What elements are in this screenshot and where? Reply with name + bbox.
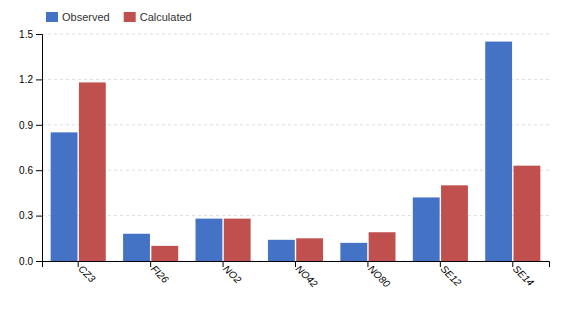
plot-area: 0.0 0.3 0.6 0.9 1.2 1.5 CZ3 FI26 NO2 NO42 NO80 SE12… xyxy=(19,29,549,290)
tick-label: 0.0 xyxy=(19,256,33,267)
tick-label: 0.9 xyxy=(19,120,33,131)
tick-mark xyxy=(36,261,42,262)
tick-label: NO2 xyxy=(221,263,244,286)
axis-line xyxy=(36,35,43,262)
bar xyxy=(296,238,323,261)
tick-label: SE14 xyxy=(511,263,536,288)
bar xyxy=(123,234,150,261)
tick-label: 0.6 xyxy=(19,165,33,176)
bar xyxy=(51,132,78,261)
tick-mark xyxy=(36,79,42,80)
grid-line xyxy=(42,34,549,35)
bar xyxy=(441,185,468,261)
grid-line xyxy=(42,79,549,80)
x-tick: CZ3 xyxy=(76,261,97,285)
bar-series xyxy=(51,42,512,261)
grid-line xyxy=(42,215,549,216)
bar xyxy=(268,240,295,261)
tick-mark xyxy=(150,261,151,267)
tick-mark xyxy=(36,216,42,217)
x-tick: NO80 xyxy=(366,261,393,290)
bars xyxy=(51,42,541,261)
y-tick: 0.3 xyxy=(19,210,42,221)
grid-line xyxy=(42,124,549,125)
y-axis: 0.0 0.3 0.6 0.9 1.2 1.5 xyxy=(19,29,42,267)
tick-mark xyxy=(440,261,441,267)
legend-swatch xyxy=(46,12,58,22)
legend-label: Observed xyxy=(62,11,110,23)
tick-mark xyxy=(367,261,368,267)
tick-label: NO42 xyxy=(294,263,321,290)
x-tick: NO42 xyxy=(294,261,321,290)
bar xyxy=(369,232,396,261)
grid xyxy=(42,34,549,261)
bar xyxy=(224,219,251,261)
x-tick: SE14 xyxy=(511,261,536,288)
tick-label: 1.5 xyxy=(19,29,33,40)
y-tick: 1.5 xyxy=(19,29,42,40)
bar xyxy=(79,82,106,261)
tick-mark xyxy=(36,125,42,126)
grid-line xyxy=(42,170,549,171)
legend-item: Calculated xyxy=(124,11,192,23)
axis-line xyxy=(43,262,550,268)
legend-swatch xyxy=(124,12,136,22)
legend-label: Calculated xyxy=(140,11,192,23)
legend-item: Observed xyxy=(46,11,110,23)
y-tick: 0.6 xyxy=(19,165,42,176)
legend: Observed Calculated xyxy=(46,11,192,23)
y-tick: 0.0 xyxy=(19,256,42,267)
bar-series xyxy=(79,82,540,261)
tick-mark xyxy=(78,261,79,267)
bar xyxy=(340,243,367,261)
x-tick: FI26 xyxy=(149,261,171,285)
bar xyxy=(413,197,440,261)
tick-mark xyxy=(223,261,224,267)
x-tick: NO2 xyxy=(221,261,244,286)
y-tick: 1.2 xyxy=(19,74,42,85)
tick-label: 1.2 xyxy=(19,74,33,85)
bar xyxy=(151,246,178,261)
tick-mark xyxy=(295,261,296,267)
tick-mark xyxy=(36,170,42,171)
tick-label: SE12 xyxy=(438,263,463,288)
y-tick: 0.9 xyxy=(19,120,42,131)
bar xyxy=(196,219,223,261)
bar xyxy=(485,42,512,261)
tick-label: FI26 xyxy=(149,263,171,285)
tick-label: NO80 xyxy=(366,263,393,290)
chart: 0.0 0.3 0.6 0.9 1.2 1.5 CZ3 FI26 NO2 NO42 NO80 SE12… xyxy=(0,0,565,313)
x-tick: SE12 xyxy=(438,261,463,288)
bar xyxy=(513,166,540,261)
tick-mark xyxy=(512,261,513,267)
tick-label: CZ3 xyxy=(76,263,97,284)
tick-mark xyxy=(36,34,42,35)
x-axis: CZ3 FI26 NO2 NO42 NO80 SE12 SE14 xyxy=(43,261,550,290)
tick-label: 0.3 xyxy=(19,210,33,221)
